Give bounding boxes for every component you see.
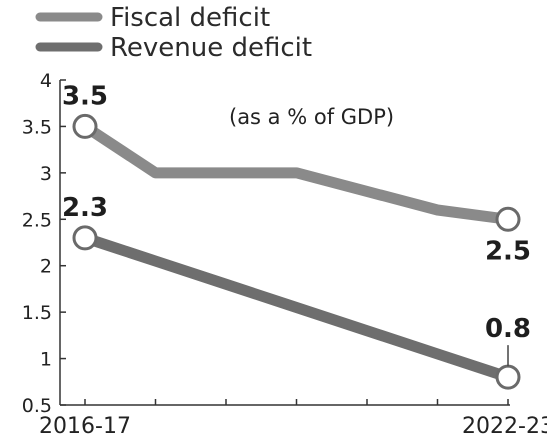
data-point-marker <box>495 364 521 390</box>
y-tick-label: 0.5 <box>22 395 52 417</box>
series-line-1 <box>79 120 514 225</box>
unit-annotation: (as a % of GDP) <box>229 105 394 129</box>
series-line-2 <box>79 232 514 383</box>
data-point-marker <box>72 225 98 251</box>
y-tick-label: 2.5 <box>22 209 52 231</box>
legend-label-1: Fiscal deficit <box>110 3 270 33</box>
data-label: 2.3 <box>62 193 108 223</box>
chart-data-labels: 3.5 2.5 2.3 0.8 <box>62 81 531 367</box>
data-point-marker <box>72 113 98 139</box>
y-tick-label: 1.5 <box>22 302 52 324</box>
x-tick-label: 2022-23 <box>462 414 547 439</box>
chart-axes: 0.5 1 1.5 2 2.5 3 3.5 4 2016-17 2022-23 <box>22 70 547 439</box>
y-tick-label: 1 <box>40 349 52 371</box>
x-tick-label: 2016-17 <box>39 414 131 439</box>
data-label: 0.8 <box>485 314 531 344</box>
y-tick-label: 3.5 <box>22 116 52 138</box>
y-tick-label: 3 <box>40 163 52 185</box>
y-tick-label: 4 <box>40 70 52 92</box>
data-label: 2.5 <box>485 236 531 266</box>
data-point-marker <box>495 206 521 232</box>
data-label: 3.5 <box>62 81 108 111</box>
chart-series <box>72 113 521 390</box>
y-tick-label: 2 <box>40 256 52 278</box>
legend-label-2: Revenue deficit <box>110 33 312 63</box>
